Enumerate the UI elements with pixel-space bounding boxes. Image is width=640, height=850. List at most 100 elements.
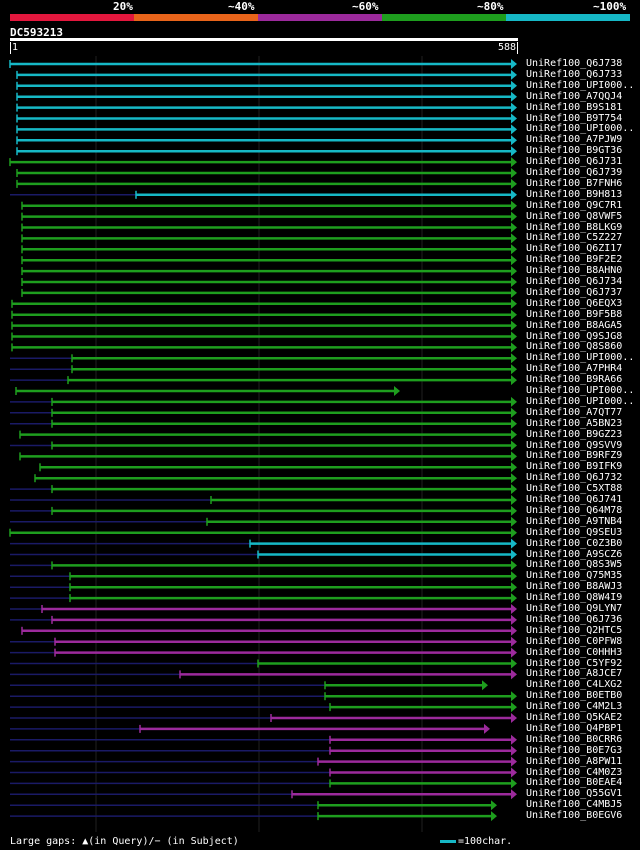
hit-row[interactable] (10, 495, 517, 505)
hit-label[interactable]: UniRef100_Q8S3W5 (526, 559, 623, 571)
hit-label[interactable]: UniRef100_UPI000.. (526, 385, 635, 396)
hit-label[interactable]: UniRef100_A7PHR4 (526, 363, 623, 375)
hit-row[interactable] (10, 516, 517, 527)
hit-row[interactable] (10, 614, 517, 625)
hit-row[interactable] (21, 233, 517, 244)
hit-label[interactable]: UniRef100_Q9SJG8 (526, 330, 623, 342)
hit-row[interactable] (21, 287, 517, 298)
hit-label[interactable]: UniRef100_C0HHH3 (526, 646, 623, 658)
hit-row[interactable] (10, 745, 517, 756)
hit-row[interactable] (16, 135, 517, 146)
hit-row[interactable] (16, 113, 517, 124)
hit-row[interactable] (9, 527, 517, 538)
hit-label[interactable]: UniRef100_UPI000.. (526, 123, 635, 135)
hit-row[interactable] (10, 734, 517, 745)
hit-row[interactable] (15, 386, 400, 396)
hit-label[interactable]: UniRef100_B9S181 (526, 101, 623, 113)
hit-label[interactable]: UniRef100_UPI000.. (526, 395, 635, 407)
hit-label[interactable]: UniRef100_Q8W4I9 (526, 592, 623, 604)
hit-label[interactable]: UniRef100_B9GT36 (526, 145, 623, 157)
hit-label[interactable]: UniRef100_Q8S860 (526, 341, 623, 353)
hit-label[interactable]: UniRef100_B8AHN0 (526, 265, 623, 277)
hit-label[interactable]: UniRef100_A7QQJ4 (526, 90, 623, 102)
hit-label[interactable]: UniRef100_A8JCE7 (526, 668, 623, 680)
hit-label[interactable]: UniRef100_Q6J736 (526, 613, 623, 625)
hit-label[interactable]: UniRef100_Q64M78 (526, 504, 623, 516)
hit-row[interactable] (19, 429, 517, 440)
hit-label[interactable]: UniRef100_Q4PBP1 (526, 722, 623, 734)
hit-label[interactable]: UniRef100_B0CRR6 (526, 733, 623, 745)
hit-label[interactable]: UniRef100_Q6J734 (526, 276, 623, 287)
hit-row[interactable] (10, 767, 517, 778)
hit-row[interactable] (16, 102, 517, 113)
hit-row[interactable] (10, 549, 517, 560)
hit-row[interactable] (16, 178, 517, 189)
hit-row[interactable] (10, 440, 517, 451)
hit-label[interactable]: UniRef100_C0Z3B0 (526, 537, 623, 549)
hit-row[interactable] (10, 713, 517, 723)
hit-label[interactable]: UniRef100_Q6J741 (526, 494, 623, 505)
hit-row[interactable] (21, 244, 517, 255)
hit-label[interactable]: UniRef100_Q55GV1 (526, 788, 623, 800)
hit-label[interactable]: UniRef100_C4MBJ5 (526, 799, 623, 811)
hit-row[interactable] (10, 702, 517, 713)
hit-row[interactable] (10, 484, 517, 495)
hit-label[interactable]: UniRef100_Q9SEU3 (526, 526, 623, 538)
hit-row[interactable] (16, 69, 517, 80)
hit-row[interactable] (10, 418, 517, 429)
hit-label[interactable]: UniRef100_B8AGA5 (526, 319, 623, 331)
hit-label[interactable]: UniRef100_B9GZ23 (526, 428, 623, 440)
hit-row[interactable] (10, 604, 517, 614)
hit-label[interactable]: UniRef100_C4M2L3 (526, 701, 623, 713)
hit-label[interactable]: UniRef100_A5BN23 (526, 417, 623, 429)
hit-label[interactable]: UniRef100_C5YF92 (526, 657, 623, 669)
hit-row[interactable] (16, 124, 517, 135)
hit-label[interactable]: UniRef100_Q6J733 (526, 68, 623, 80)
hit-row[interactable] (10, 571, 517, 582)
hit-row[interactable] (10, 407, 517, 418)
hit-label[interactable]: UniRef100_B0E7G3 (526, 744, 623, 756)
hit-label[interactable]: UniRef100_Q6J737 (526, 286, 623, 298)
hit-row[interactable] (10, 691, 517, 702)
hit-label[interactable]: UniRef100_Q2HTC5 (526, 624, 623, 636)
hit-row[interactable] (10, 636, 517, 647)
hit-label[interactable]: UniRef100_Q6J732 (526, 472, 623, 484)
hit-row[interactable] (21, 625, 517, 636)
hit-label[interactable]: UniRef100_Q6J731 (526, 156, 623, 168)
hit-row[interactable] (16, 168, 517, 178)
hit-label[interactable]: UniRef100_Q9C7R1 (526, 199, 623, 211)
hit-row[interactable] (10, 800, 497, 811)
hit-row[interactable] (10, 680, 488, 691)
hit-label[interactable]: UniRef100_Q75M35 (526, 570, 623, 582)
hit-row[interactable] (19, 451, 517, 462)
hit-row[interactable] (11, 331, 517, 342)
hit-label[interactable]: UniRef100_B7FNH6 (526, 177, 623, 189)
hit-row[interactable] (10, 778, 517, 789)
hit-label[interactable]: UniRef100_B9T754 (526, 112, 623, 124)
hit-row[interactable] (10, 396, 517, 407)
hit-row[interactable] (39, 462, 517, 473)
hit-row[interactable] (16, 80, 517, 91)
hit-row[interactable] (11, 342, 517, 353)
hit-row[interactable] (21, 211, 517, 222)
hit-label[interactable]: UniRef100_Q6EQX3 (526, 297, 623, 309)
hit-label[interactable]: UniRef100_B9RA66 (526, 374, 623, 386)
hit-row[interactable] (10, 789, 517, 800)
hit-row[interactable] (21, 277, 517, 287)
hit-row[interactable] (10, 756, 517, 767)
hit-label[interactable]: UniRef100_C5XT88 (526, 483, 623, 495)
hit-label[interactable]: UniRef100_A7PJW9 (526, 134, 623, 146)
hit-row[interactable] (10, 582, 517, 593)
hit-label[interactable]: UniRef100_C5Z227 (526, 232, 623, 244)
hit-label[interactable]: UniRef100_B9RFZ9 (526, 450, 623, 462)
hit-row[interactable] (21, 200, 517, 211)
hit-label[interactable]: UniRef100_A7QT77 (526, 406, 623, 418)
hit-row[interactable] (10, 647, 517, 658)
hit-row[interactable] (34, 473, 517, 484)
hit-row[interactable] (16, 146, 517, 157)
hit-row[interactable] (10, 593, 517, 604)
hit-label[interactable]: UniRef100_C0PFW8 (526, 635, 623, 647)
hit-row[interactable] (10, 658, 517, 669)
hit-label[interactable]: UniRef100_C4LXG2 (526, 679, 623, 691)
hit-label[interactable]: UniRef100_B8LKG9 (526, 221, 623, 233)
